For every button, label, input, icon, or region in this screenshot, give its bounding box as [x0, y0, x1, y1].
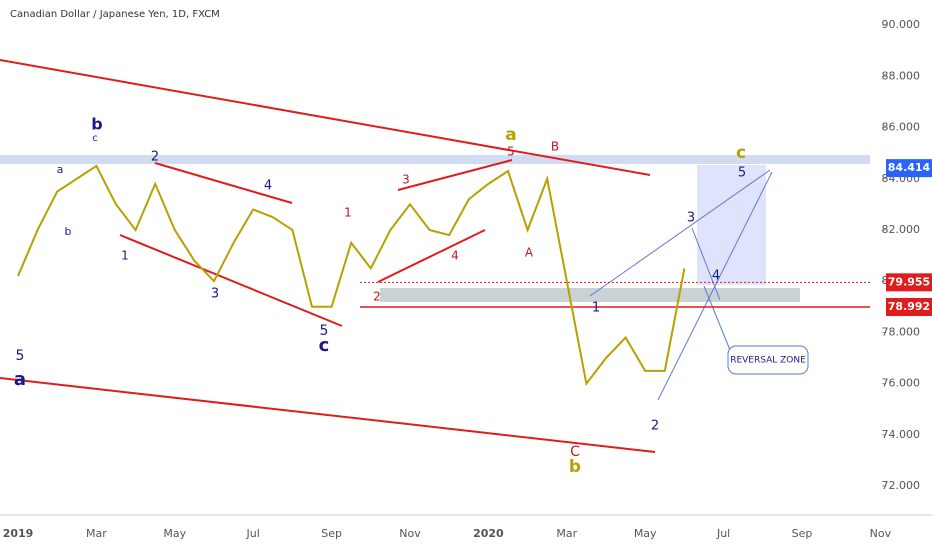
x-tick-label: Sep	[792, 527, 813, 540]
wave-label: b	[91, 115, 102, 134]
wave-label: c	[736, 143, 746, 163]
wave-label: 4	[451, 249, 459, 263]
reversal-zone-box	[727, 345, 809, 375]
wave-label: C	[570, 444, 580, 460]
wave-label: 4	[712, 269, 720, 284]
wave-label: 1	[121, 249, 129, 263]
wave-label: a	[14, 369, 26, 390]
y-tick-label: 78.000	[882, 325, 921, 338]
wave-label: 2	[373, 290, 381, 304]
y-tick-label: 74.000	[882, 428, 921, 441]
y-tick-label: 76.000	[882, 377, 921, 390]
wave-label: 3	[402, 173, 410, 187]
resistance-band	[0, 155, 870, 164]
wave-label: 1	[344, 206, 352, 220]
support-zone	[380, 288, 800, 302]
wave-label: 2	[151, 150, 159, 165]
wave-label: REVERSAL ZONE	[730, 356, 806, 366]
chart-title: Canadian Dollar / Japanese Yen, 1D, FXCM	[10, 9, 220, 20]
wave-label: 3	[687, 211, 695, 226]
wave-label: a	[57, 163, 64, 176]
wave-label: 5	[320, 323, 329, 339]
x-tick-label: Mar	[86, 527, 107, 540]
x-tick-label: 2019	[3, 527, 34, 540]
y-tick-label: 72.000	[882, 479, 921, 492]
wave-label: 5	[738, 166, 746, 181]
wave-label: b	[569, 457, 581, 477]
wave-label: c	[319, 335, 330, 356]
x-tick-label: 2020	[473, 527, 504, 540]
wave-label: 1	[592, 301, 600, 316]
wave-label: 3	[211, 287, 219, 302]
y-tick-label: 88.000	[882, 69, 921, 82]
x-tick-label: Nov	[399, 527, 421, 540]
blue-lines	[589, 169, 773, 401]
wave-label: b	[65, 225, 72, 238]
target-zone	[697, 165, 766, 285]
wave-label: a	[505, 125, 516, 145]
price-badge-label: 79.955	[888, 275, 930, 288]
price-badge-label: 84.414	[888, 161, 931, 174]
wave-label: 2	[651, 419, 659, 434]
trend-lines	[0, 59, 656, 453]
x-tick-label: Jul	[246, 527, 260, 540]
wave-label: 4	[264, 179, 272, 194]
wave-label: c	[92, 133, 98, 144]
price-badge	[886, 273, 932, 292]
x-tick-label: Jul	[716, 527, 730, 540]
price-badge	[886, 159, 932, 178]
x-tick-label: May	[634, 527, 657, 540]
wave-label: 5	[16, 348, 25, 364]
price-line	[17, 164, 686, 387]
wave-label: B	[551, 140, 559, 154]
y-tick-label: 82.000	[882, 223, 921, 236]
x-tick-label: Nov	[870, 527, 892, 540]
wave-label: 5	[507, 145, 515, 159]
x-tick-label: Mar	[556, 527, 577, 540]
x-tick-label: May	[163, 527, 186, 540]
y-tick-label: 90.000	[882, 18, 921, 31]
price-badge	[886, 298, 932, 317]
x-tick-label: Sep	[321, 527, 342, 540]
y-tick-label: 86.000	[882, 121, 921, 134]
wave-label: A	[525, 246, 534, 260]
price-badge-label: 78.992	[888, 300, 930, 313]
